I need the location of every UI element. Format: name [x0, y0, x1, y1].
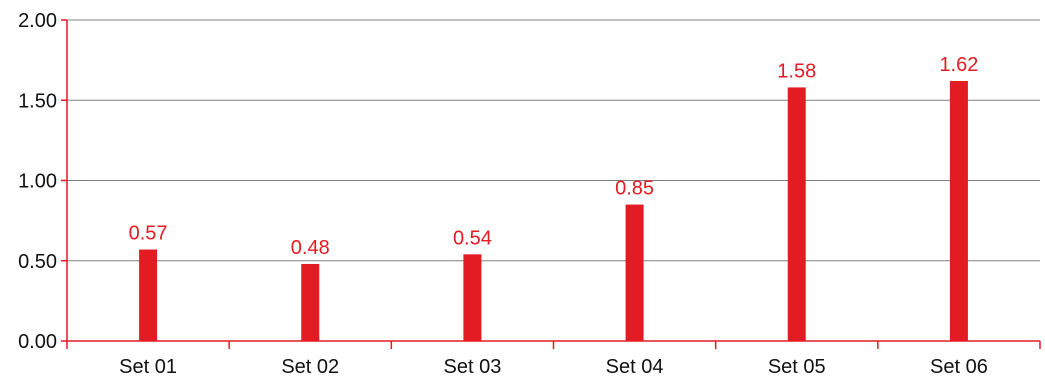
x-tick-label: Set 06 [930, 356, 988, 378]
y-tick-label: 1.00 [18, 171, 57, 193]
bar [949, 80, 968, 342]
gridlines [67, 19, 1040, 262]
data-label: 0.48 [291, 237, 330, 259]
y-tick-label: 1.50 [18, 90, 57, 112]
bar [301, 263, 320, 341]
data-label: 0.85 [615, 178, 654, 200]
data-label: 1.62 [939, 54, 978, 76]
data-label: 0.54 [453, 227, 492, 249]
x-tick-label: Set 02 [281, 356, 339, 378]
bar [787, 87, 806, 341]
y-tick-label: 0.50 [18, 251, 57, 273]
bar [463, 254, 482, 341]
x-tick-label: Set 01 [119, 356, 177, 378]
y-tick-label: 2.00 [18, 10, 57, 32]
data-label: 0.57 [129, 223, 168, 245]
bar [139, 249, 158, 341]
axes [61, 19, 1041, 349]
bar [625, 204, 644, 341]
data-label: 1.58 [777, 60, 816, 82]
labels: 0.00 0.50 1.00 1.50 2.00 0.57 Set 01 0.48 Set 02… [18, 10, 988, 378]
y-tick-label: 0.00 [18, 331, 57, 353]
bars [139, 80, 968, 342]
x-tick-label: Set 03 [444, 356, 502, 378]
x-tick-label: Set 04 [606, 356, 664, 378]
x-tick-label: Set 05 [768, 356, 826, 378]
